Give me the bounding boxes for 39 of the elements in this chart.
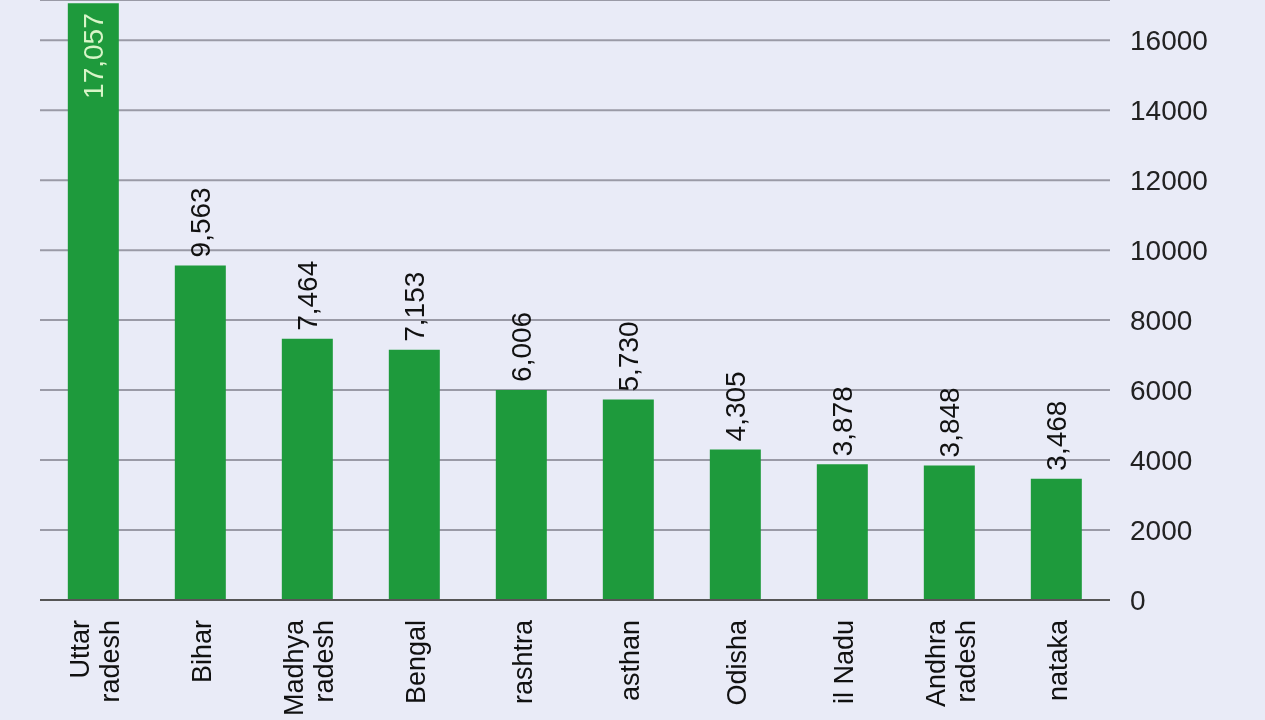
bar <box>388 349 440 600</box>
bar <box>709 449 761 600</box>
data-label: 9,563 <box>185 187 217 258</box>
data-label: 7,464 <box>292 260 324 331</box>
y-tick-label: 6000 <box>1130 375 1193 407</box>
data-label: 7,153 <box>399 271 431 342</box>
y-tick-label: 16000 <box>1130 25 1208 57</box>
data-label: 3,848 <box>934 387 966 458</box>
x-tick-label: nataka <box>1042 619 1073 702</box>
bar <box>923 465 975 600</box>
y-tick-label: 0 <box>1130 585 1146 616</box>
x-tick-label: Uttar radesh <box>64 620 125 703</box>
data-label: 6,006 <box>506 311 538 382</box>
data-label: 17,057 <box>78 13 110 99</box>
bar <box>1030 478 1082 600</box>
bar <box>67 3 119 600</box>
x-tick-label: Bengal <box>400 620 431 705</box>
bar <box>602 399 654 600</box>
data-label: 4,305 <box>720 371 752 442</box>
y-tick-label: 10000 <box>1130 235 1208 267</box>
data-label: 5,730 <box>613 321 645 392</box>
bar <box>281 338 333 600</box>
x-tick-label: asthan <box>614 620 645 702</box>
y-tick-label: 4000 <box>1130 445 1193 477</box>
x-tick-label: Andhra radesh <box>920 619 981 708</box>
bar <box>816 464 868 600</box>
y-tick-label: 12000 <box>1130 165 1208 197</box>
x-tick-label: Odisha <box>721 619 752 706</box>
y-tick-label: 8000 <box>1130 305 1193 337</box>
data-label: 3,468 <box>1041 400 1073 471</box>
x-tick-label: il Nadu <box>828 620 859 705</box>
y-tick-label: 14000 <box>1130 95 1208 127</box>
x-tick-label: Bihar <box>186 619 217 684</box>
bar <box>495 389 547 600</box>
bar <box>174 265 226 600</box>
x-tick-label: rashtra <box>507 619 538 705</box>
y-tick-label: 2000 <box>1130 515 1193 547</box>
x-tick-label: Madhya radesh <box>278 619 339 717</box>
data-label: 3,878 <box>827 386 859 457</box>
